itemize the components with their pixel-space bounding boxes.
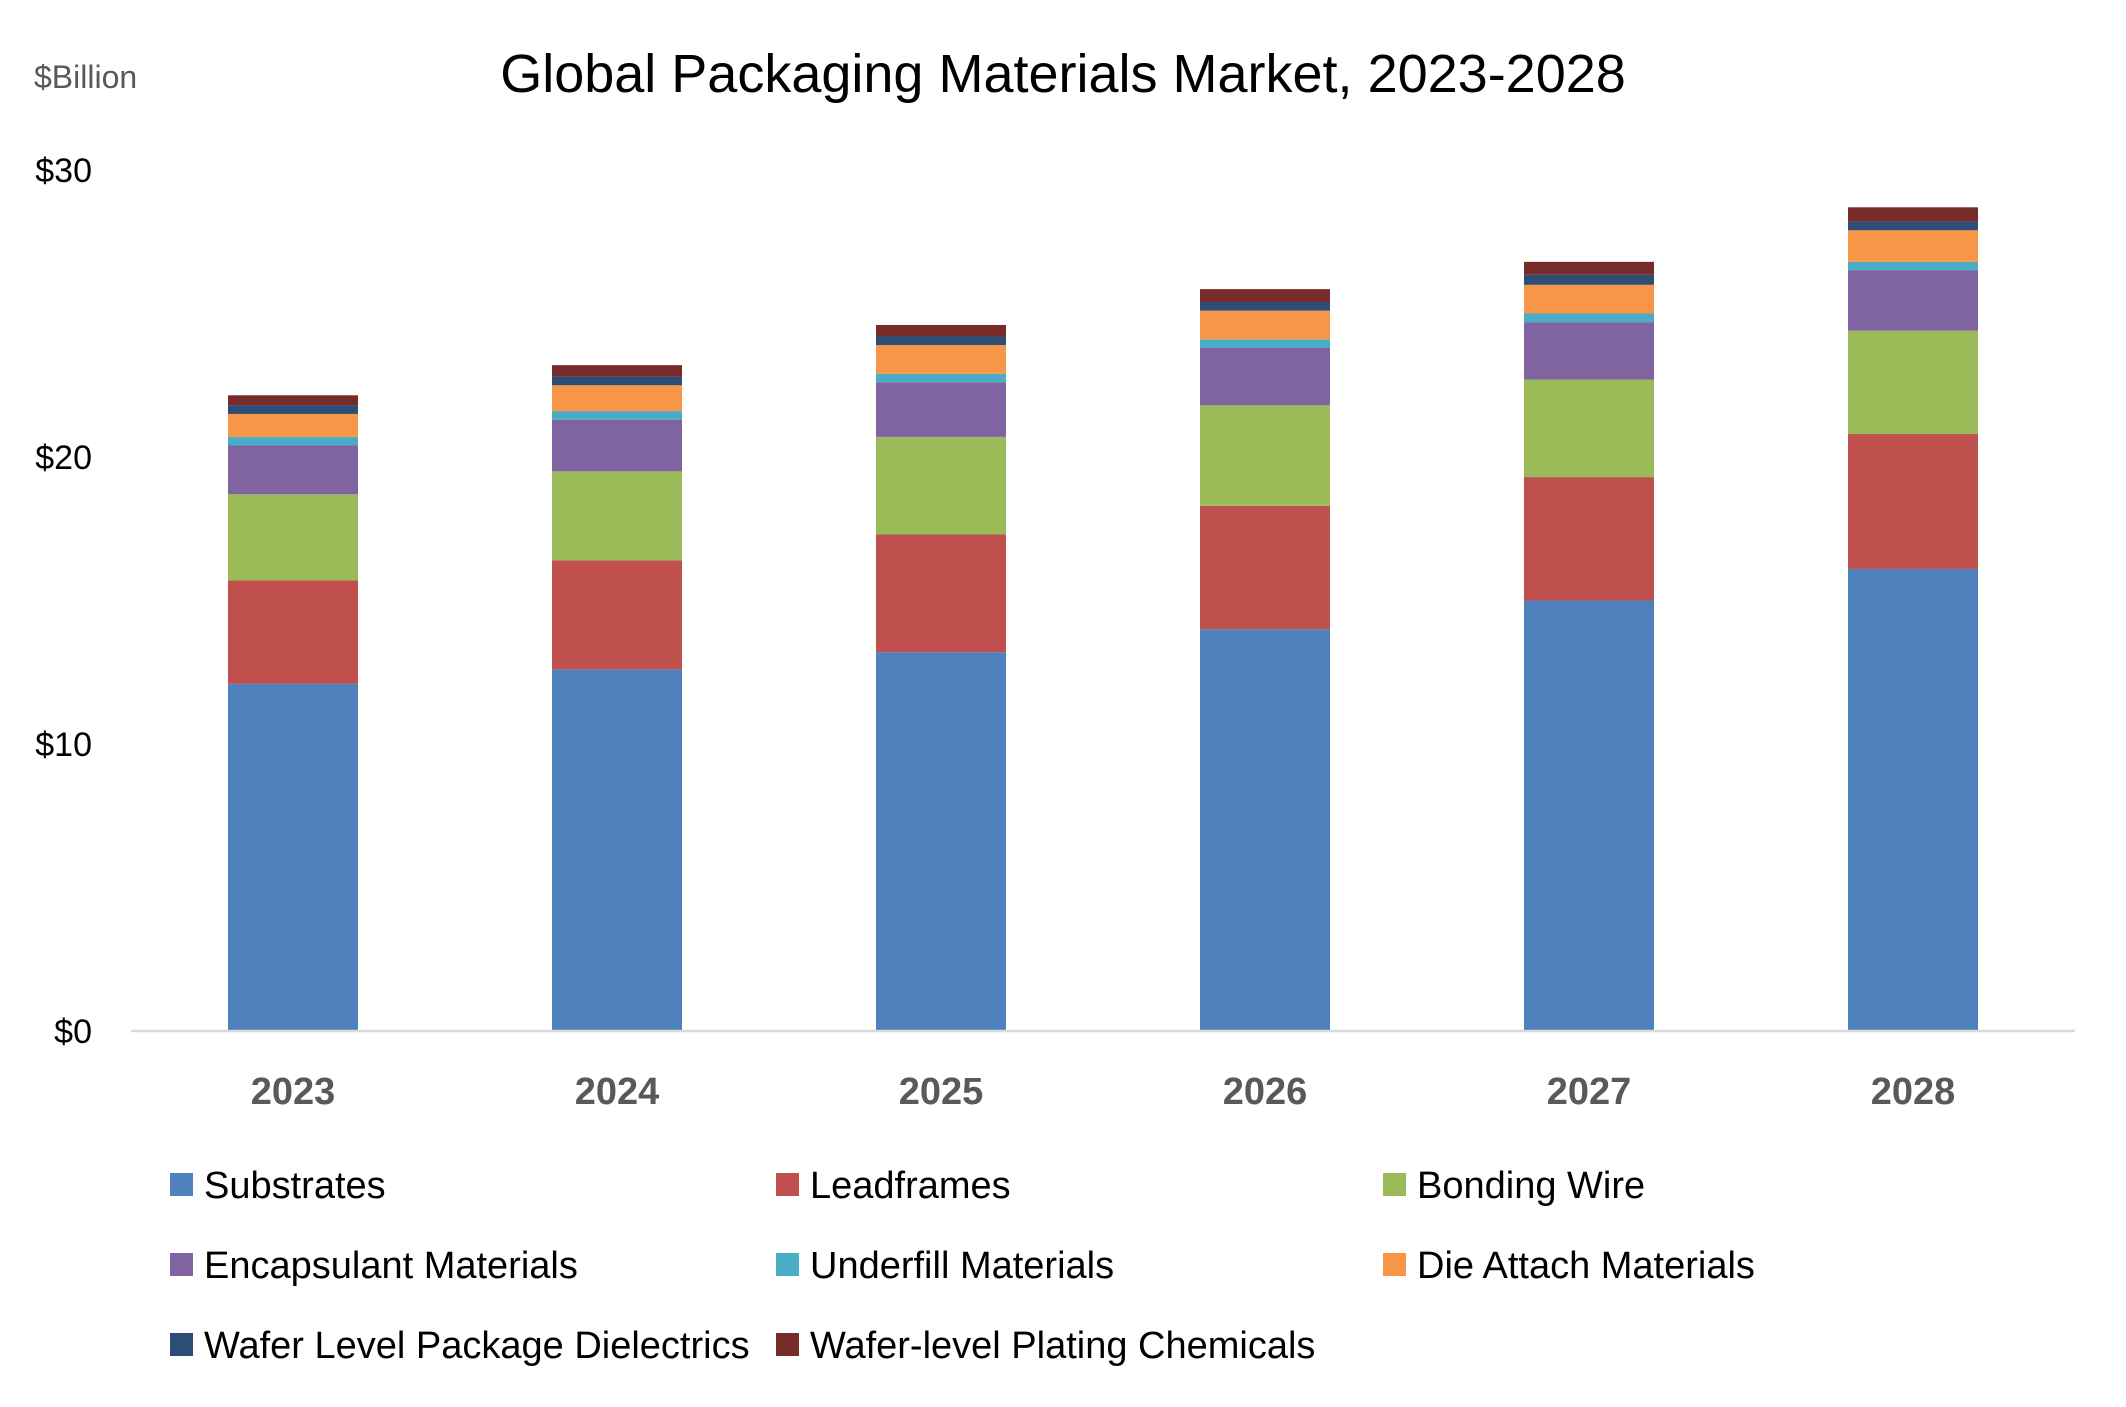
unit-label: $Billion: [34, 59, 137, 95]
bar-segment-encapsulant-materials-2025: [876, 382, 1006, 437]
legend-label: Substrates: [204, 1165, 386, 1207]
bar-segment-die-attach-materials-2028: [1848, 230, 1978, 262]
bar-segment-underfill-materials-2027: [1524, 313, 1654, 323]
y-axis: $0 $10 $20 $30: [35, 152, 92, 1051]
legend-item: Wafer Level Package Dielectrics: [170, 1325, 750, 1367]
bar-segment-wafer-level-package-dielectrics-2026: [1200, 302, 1330, 311]
legend-label: Die Attach Materials: [1417, 1245, 1755, 1287]
bars: [228, 207, 1978, 1031]
bar-segment-substrates-2024: [552, 669, 682, 1031]
bar-segment-bonding-wire-2027: [1524, 379, 1654, 478]
bar-segment-die-attach-materials-2027: [1524, 284, 1654, 314]
bar-segment-wafer-level-plating-chemicals-2026: [1200, 289, 1330, 303]
bar-segment-wafer-level-package-dielectrics-2025: [876, 336, 1006, 346]
bar-segment-bonding-wire-2025: [876, 436, 1006, 535]
bar-segment-die-attach-materials-2024: [552, 385, 682, 412]
bar-segment-underfill-materials-2025: [876, 373, 1006, 383]
y-tick-label: $20: [35, 439, 92, 477]
legend-item: Bonding Wire: [1383, 1165, 1645, 1207]
legend-swatch: [170, 1333, 193, 1356]
bar-segment-bonding-wire-2028: [1848, 330, 1978, 435]
legend-item: Die Attach Materials: [1383, 1245, 1755, 1287]
bar-segment-encapsulant-materials-2023: [228, 445, 358, 495]
legend-swatch: [170, 1173, 193, 1196]
bar-segment-underfill-materials-2024: [552, 411, 682, 420]
bar-segment-leadframes-2027: [1524, 477, 1654, 601]
bar-segment-substrates-2026: [1200, 629, 1330, 1031]
x-axis: 2023 2024 2025 2026 2027 2028: [251, 1071, 1956, 1113]
x-tick-label: 2025: [899, 1071, 984, 1113]
bar-segment-bonding-wire-2024: [552, 471, 682, 561]
legend-item: Substrates: [170, 1165, 386, 1207]
y-tick-label: $10: [35, 726, 92, 764]
legend-label: Leadframes: [810, 1165, 1011, 1207]
legend-swatch: [776, 1333, 799, 1356]
legend-swatch: [1383, 1253, 1406, 1276]
bar-segment-die-attach-materials-2026: [1200, 310, 1330, 340]
legend-item: Encapsulant Materials: [170, 1245, 578, 1287]
bar-segment-substrates-2027: [1524, 600, 1654, 1031]
chart-title: Global Packaging Materials Market, 2023-…: [500, 44, 1626, 104]
bar-segment-wafer-level-plating-chemicals-2027: [1524, 261, 1654, 275]
bar-segment-underfill-materials-2026: [1200, 339, 1330, 348]
bar-segment-encapsulant-materials-2026: [1200, 347, 1330, 406]
legend-label: Wafer-level Plating Chemicals: [810, 1325, 1315, 1367]
bar-segment-leadframes-2025: [876, 534, 1006, 653]
x-tick-label: 2027: [1547, 1071, 1632, 1113]
bar-segment-die-attach-materials-2023: [228, 413, 358, 437]
y-tick-label: $30: [35, 152, 92, 190]
bar-segment-die-attach-materials-2025: [876, 345, 1006, 374]
bar-segment-wafer-level-plating-chemicals-2028: [1848, 207, 1978, 222]
bar-segment-underfill-materials-2023: [228, 436, 358, 446]
x-tick-label: 2024: [575, 1071, 660, 1113]
legend-item: Underfill Materials: [776, 1245, 1114, 1287]
legend-item: Leadframes: [776, 1165, 1011, 1207]
bar-segment-underfill-materials-2028: [1848, 261, 1978, 271]
bar-segment-wafer-level-plating-chemicals-2025: [876, 324, 1006, 337]
bar-segment-encapsulant-materials-2024: [552, 419, 682, 472]
legend-label: Bonding Wire: [1417, 1165, 1645, 1207]
bar-segment-substrates-2028: [1848, 568, 1978, 1031]
y-tick-label: $0: [54, 1013, 92, 1051]
legend-label: Encapsulant Materials: [204, 1245, 578, 1287]
bar-segment-leadframes-2026: [1200, 505, 1330, 630]
legend-swatch: [776, 1253, 799, 1276]
bar-segment-wafer-level-package-dielectrics-2024: [552, 376, 682, 386]
bar-segment-wafer-level-package-dielectrics-2028: [1848, 221, 1978, 231]
legend-label: Wafer Level Package Dielectrics: [204, 1325, 750, 1367]
bar-segment-encapsulant-materials-2027: [1524, 322, 1654, 380]
x-tick-label: 2023: [251, 1071, 336, 1113]
bar-segment-bonding-wire-2023: [228, 494, 358, 581]
legend-swatch: [1383, 1173, 1406, 1196]
bar-segment-encapsulant-materials-2028: [1848, 270, 1978, 331]
bar-segment-bonding-wire-2026: [1200, 405, 1330, 506]
x-tick-label: 2026: [1223, 1071, 1308, 1113]
bar-segment-substrates-2023: [228, 683, 358, 1031]
bar-segment-wafer-level-package-dielectrics-2027: [1524, 274, 1654, 285]
bar-segment-wafer-level-plating-chemicals-2024: [552, 365, 682, 377]
legend: Substrates Leadframes Bonding Wire Encapsul…: [170, 1165, 1755, 1367]
bar-segment-wafer-level-plating-chemicals-2023: [228, 395, 358, 406]
legend-swatch: [170, 1253, 193, 1276]
bar-segment-substrates-2025: [876, 652, 1006, 1031]
bar-segment-leadframes-2028: [1848, 434, 1978, 569]
legend-swatch: [776, 1173, 799, 1196]
bar-segment-wafer-level-package-dielectrics-2023: [228, 405, 358, 414]
x-tick-label: 2028: [1871, 1071, 1956, 1113]
legend-item: Wafer-level Plating Chemicals: [776, 1325, 1315, 1367]
bar-segment-leadframes-2023: [228, 580, 358, 684]
bar-segment-leadframes-2024: [552, 560, 682, 670]
legend-label: Underfill Materials: [810, 1245, 1114, 1287]
